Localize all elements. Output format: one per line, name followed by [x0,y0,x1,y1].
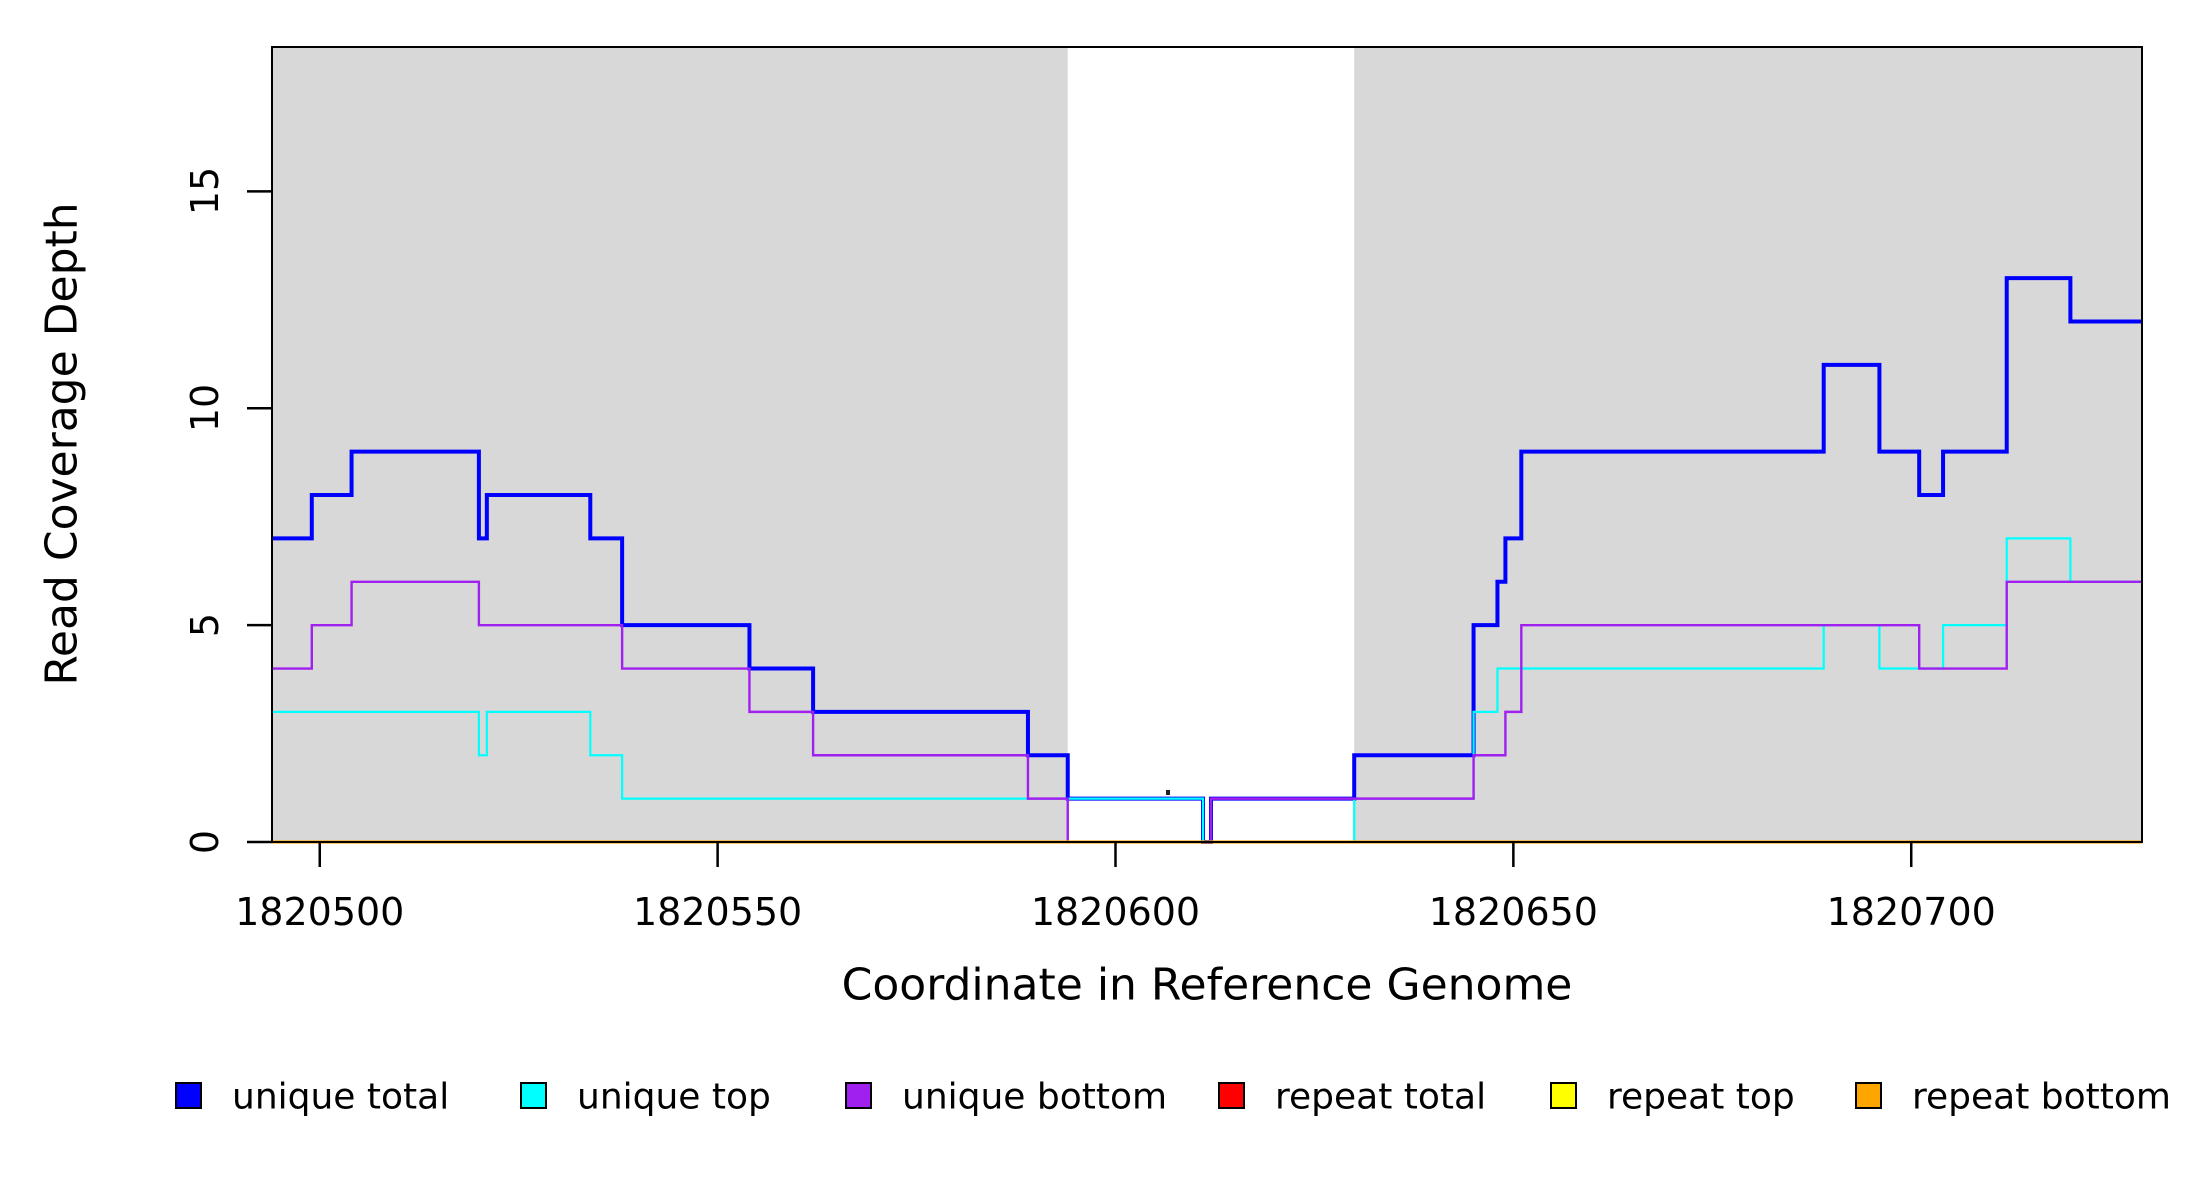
legend-label: repeat total [1275,1076,1487,1118]
stray-dot-artifact [1166,790,1170,795]
series-line-unique-bottom [272,580,2142,844]
legend-swatch-icon [1855,1082,1882,1109]
legend-swatch-icon [520,1082,547,1109]
x-tick-label-1820500: 1820500 [235,890,405,934]
y-axis-title: Read Coverage Depth [36,202,88,686]
legend-label: repeat top [1607,1076,1795,1118]
y-tick-label-0: 0 [183,829,227,855]
legend-swatch-icon [175,1082,202,1109]
legend-swatch-icon [1550,1082,1577,1109]
legend-label: unique top [577,1076,771,1118]
x-tick-label-1820650: 1820650 [1428,890,1598,934]
plot-border [271,46,2143,843]
x-axis-title: Coordinate in Reference Genome [841,959,1573,1011]
legend-label: unique bottom [902,1076,1168,1118]
legend-label: unique total [232,1076,450,1118]
x-tick-label-1820550: 1820550 [632,890,803,934]
legend-swatch-icon [1218,1082,1245,1109]
shaded-region-1 [1354,47,2142,842]
shaded-region-0 [272,47,1068,842]
y-tick-label-15: 15 [183,167,227,216]
x-tick-label-1820700: 1820700 [1826,890,1996,934]
legend-label: repeat bottom [1912,1076,2171,1118]
plot-legend: unique total unique top unique bottom repea… [0,1070,2200,1130]
x-tick-label-1820600: 1820600 [1030,890,1201,934]
legend-swatch-icon [845,1082,872,1109]
y-tick-label-5: 5 [183,613,227,638]
y-tick-label-10: 10 [183,384,227,433]
